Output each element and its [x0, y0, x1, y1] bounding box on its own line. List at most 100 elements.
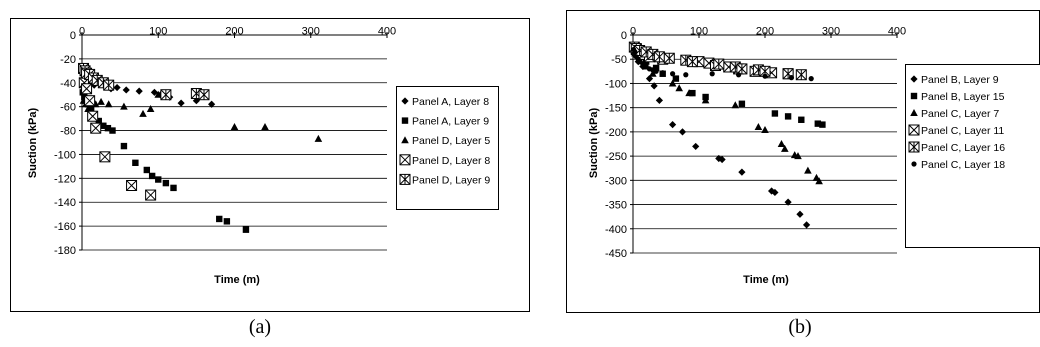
data-point	[143, 166, 151, 174]
data-point	[663, 52, 675, 64]
legend-label: Panel D, Layer 8	[412, 155, 490, 167]
data-point	[103, 79, 115, 91]
data-point	[794, 152, 802, 160]
legend-marker	[910, 75, 918, 83]
data-point	[99, 151, 111, 163]
data-point	[84, 105, 92, 113]
y-tick-label: -120	[54, 173, 76, 185]
legend-label: Panel A, Layer 8	[412, 96, 489, 108]
data-point	[95, 117, 102, 125]
data-point	[660, 70, 666, 76]
data-point	[771, 188, 779, 197]
series-6	[631, 46, 814, 82]
data-point	[109, 127, 116, 134]
y-tick-label: -450	[605, 248, 627, 260]
legend-marker	[908, 124, 920, 136]
data-point	[709, 71, 715, 77]
y-tick-label: -100	[605, 78, 627, 90]
data-point	[736, 72, 742, 78]
data-point	[653, 68, 659, 74]
data-point	[120, 142, 128, 150]
y-tick-label: -60	[60, 102, 76, 114]
y-tick-label: -160	[54, 221, 76, 233]
data-point	[104, 124, 112, 132]
data-point	[655, 96, 663, 104]
data-point	[632, 49, 638, 55]
data-point	[675, 84, 683, 92]
y-axis-title: Suction (kPa)	[588, 108, 600, 179]
data-point	[761, 125, 769, 133]
y-tick-label: -250	[605, 151, 627, 163]
data-point	[653, 51, 665, 63]
data-point	[170, 184, 177, 192]
legend: Panel B, Layer 9 Panel B, Layer 15 Panel C…	[905, 64, 1040, 248]
data-point	[652, 64, 660, 72]
data-point	[819, 121, 826, 128]
data-point	[754, 123, 763, 131]
x-tick-label: 200	[756, 26, 774, 38]
legend-label: Panel D, Layer 9	[412, 174, 490, 186]
data-point	[113, 83, 121, 92]
data-point	[87, 105, 95, 113]
data-point	[777, 140, 786, 147]
figure-caption: (b)	[788, 316, 811, 338]
legend-marker	[910, 109, 918, 116]
data-point	[223, 218, 231, 225]
data-point	[160, 89, 172, 101]
series-4	[78, 77, 157, 201]
data-point	[155, 176, 162, 183]
x-axis-title: Time (m)	[214, 274, 260, 286]
legend-marker	[908, 141, 920, 153]
series-5	[78, 62, 210, 101]
legend-box	[905, 64, 1040, 248]
data-point	[715, 154, 723, 163]
data-point	[177, 99, 185, 107]
data-point	[718, 155, 726, 164]
data-point	[685, 89, 693, 97]
data-point	[802, 221, 811, 229]
data-point	[668, 79, 677, 87]
legend-label: Panel C, Layer 11	[921, 125, 1004, 137]
data-point	[81, 83, 93, 95]
data-point	[198, 89, 210, 101]
data-point	[798, 116, 805, 123]
data-point	[670, 71, 676, 77]
y-tick-label: -180	[54, 245, 76, 257]
data-point	[150, 88, 159, 96]
x-axis-title: Time (m)	[743, 274, 789, 286]
data-point	[120, 102, 128, 110]
y-tick-label: -400	[605, 224, 627, 236]
data-point	[104, 100, 113, 108]
data-point	[784, 198, 792, 206]
data-point	[686, 56, 698, 68]
data-point	[208, 100, 216, 108]
legend-label: Panel B, Layer 9	[921, 74, 999, 86]
y-tick-label: -20	[60, 54, 76, 66]
x-tick-label: 100	[149, 26, 167, 38]
y-tick-label: 0	[621, 30, 627, 42]
chart-b: 0 100 200 300 400 0 -50 -100 -150 -200 -250 -300 -35…	[566, 10, 1040, 313]
figure-caption: (a)	[249, 316, 271, 338]
chart-a: 0 100 200 300 400 0 -20 -40 -60 -80 -100 -120 -140 -1…	[10, 18, 530, 312]
data-point	[683, 72, 689, 78]
x-tick-label: 300	[302, 26, 320, 38]
data-point	[650, 82, 658, 90]
data-point	[731, 101, 740, 109]
data-point	[135, 87, 143, 95]
legend-label: Panel C, Layer 7	[921, 108, 999, 120]
data-point	[216, 215, 223, 223]
data-point	[771, 110, 779, 117]
legend-marker	[399, 154, 411, 166]
data-point	[692, 142, 700, 151]
data-point	[762, 73, 768, 79]
data-point	[314, 134, 323, 142]
data-point	[100, 122, 107, 129]
legend-marker	[911, 161, 917, 167]
data-point	[738, 168, 746, 176]
data-point	[139, 109, 147, 117]
data-point	[242, 226, 250, 233]
y-axis-title: Suction (kPa)	[27, 108, 39, 179]
legend: Panel A, Layer 8 Panel A, Layer 9 Panel D,…	[396, 86, 499, 210]
y-tick-label: -200	[605, 127, 627, 139]
